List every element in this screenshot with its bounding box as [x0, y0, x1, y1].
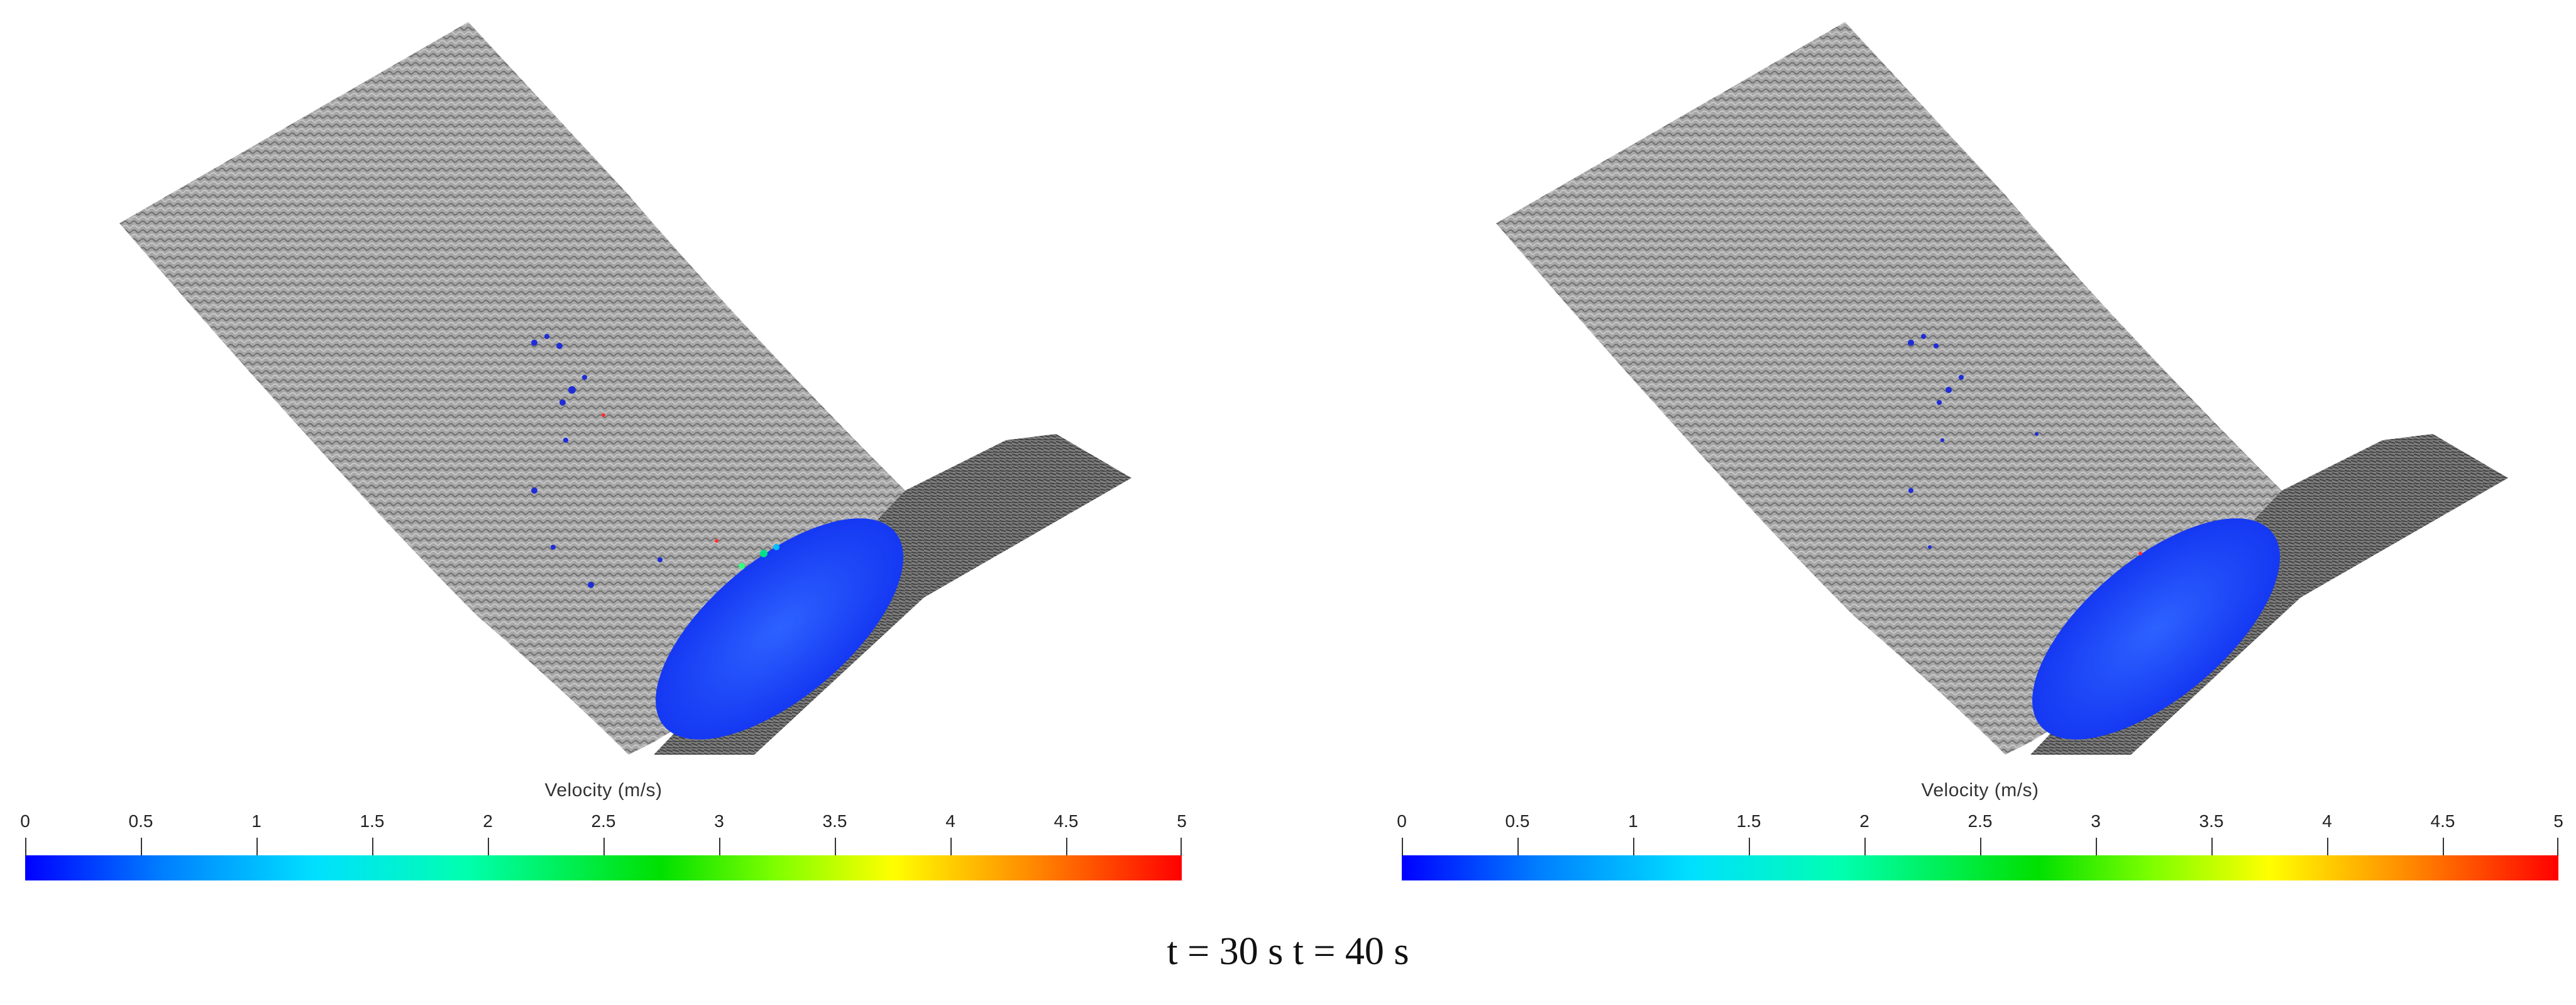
colorbar-tick-labels: 0 0.5 1 1.5 2 2.5 3 3.5 4 4.5 5: [20, 811, 1187, 836]
particles: [531, 334, 663, 588]
colorbar-tick-marks: [25, 838, 1182, 855]
colorbar-tick-marks: [1402, 838, 2558, 855]
tick-label: 1.5: [360, 811, 385, 831]
colorbar-title: Velocity (m/s): [1921, 780, 2039, 801]
terrain-scene: [1496, 22, 2508, 755]
tick-label: 5: [1177, 811, 1187, 831]
slope-surface: [1496, 22, 2282, 755]
slope-surface: [119, 22, 905, 755]
tick-label: 1.5: [1736, 811, 1761, 831]
colorbar-tick-labels: 0 0.5 1 1.5 2 2.5 3 3.5 4 4.5 5: [1397, 811, 2563, 836]
fluid-body: [656, 518, 903, 740]
tick-label: 3: [2091, 811, 2101, 831]
panel-t30: Velocity (m/s) 0 0.5 1 1.5 2 2.5 3 3.5 4…: [0, 0, 1288, 943]
tick-label: 2: [1859, 811, 1869, 831]
fast-particles: [2138, 552, 2142, 555]
panel-t40: Velocity (m/s) 0 0.5 1 1.5 2 2.5 3 3.5 4…: [1377, 0, 2576, 943]
fast-particles: [602, 413, 779, 569]
tick-label: 0.5: [1505, 811, 1530, 831]
tick-label: 5: [2553, 811, 2563, 831]
tick-label: 3.5: [2199, 811, 2224, 831]
colorbar-title: Velocity (m/s): [544, 780, 663, 801]
tick-label: 4: [2322, 811, 2332, 831]
tick-label: 2.5: [591, 811, 616, 831]
velocity-colorbar: Velocity (m/s) 0 0.5 1 1.5 2 2.5 3 3.5 4…: [1397, 780, 2563, 893]
tick-label: 0: [20, 811, 30, 831]
fluid-body: [2032, 518, 2280, 740]
tick-label: 0.5: [128, 811, 153, 831]
tick-label: 2.5: [1968, 811, 1993, 831]
colorbar-gradient: [1402, 855, 2558, 880]
figure-caption: t = 30 s t = 40 s: [1167, 930, 1409, 973]
tick-label: 3.5: [822, 811, 847, 831]
particles: [1908, 334, 2039, 549]
colorbar-gradient: [25, 855, 1182, 880]
tick-label: 1: [1628, 811, 1638, 831]
velocity-colorbar: Velocity (m/s) 0 0.5 1 1.5 2 2.5 3 3.5 4…: [20, 780, 1187, 893]
terrain-scene: [119, 22, 1131, 755]
tick-label: 4: [945, 811, 955, 831]
tick-label: 2: [483, 811, 493, 831]
tick-label: 4.5: [2430, 811, 2455, 831]
tick-label: 0: [1397, 811, 1407, 831]
tick-label: 4.5: [1054, 811, 1079, 831]
tick-label: 1: [251, 811, 261, 831]
tick-label: 3: [714, 811, 724, 831]
